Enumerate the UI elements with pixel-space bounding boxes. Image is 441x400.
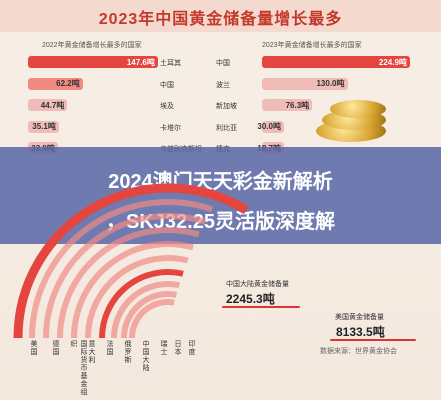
radial-category-1: 美国 — [30, 340, 37, 356]
right-bar-3: 76.3吨 — [262, 99, 313, 111]
right-bar-value-3: 76.3吨 — [285, 100, 310, 110]
left-bar-value-1: 147.6吨 — [126, 57, 155, 67]
radial-category-7: 中国大陆 — [142, 340, 149, 372]
radial-arc-1 — [13, 183, 249, 339]
right-category-2: 波兰 — [216, 81, 230, 89]
left-category-3: 埃及 — [160, 103, 174, 110]
radial-arc-5 — [71, 241, 194, 339]
right-category-4: 利比亚 — [216, 124, 237, 132]
right-bar-1: 224.9吨 — [262, 56, 410, 68]
radial-category-8: 瑞士 — [160, 340, 167, 356]
right-bar-4: 30.0吨 — [257, 120, 284, 133]
us-reserve-value: 8133.5吨 — [336, 325, 385, 339]
radial-category-2: 德国 — [52, 340, 59, 356]
title-band — [0, 0, 441, 32]
left-bar-value-3: 44.7吨 — [40, 100, 65, 110]
left-category-4: 卡塔尔 — [160, 124, 181, 132]
china-reserve-value: 2245.3吨 — [226, 292, 275, 306]
page-title: 2023年中国黄金储备量增长最多 — [98, 11, 343, 28]
data-source: 数据来源：世界黄金协会 — [320, 348, 397, 355]
right-bar-value-4: 30.0吨 — [257, 122, 281, 131]
china-reserve-underline — [222, 306, 300, 308]
right-chart-title: 2023年黄金储备增长最多的国家 — [262, 42, 362, 49]
radial-category-9: 日本 — [174, 340, 181, 356]
radial-arc-8 — [111, 281, 180, 339]
right-category-3: 新加坡 — [216, 103, 237, 110]
left-bar-1: 147.6吨 — [28, 56, 158, 68]
radial-arc-9 — [121, 291, 177, 339]
left-bar-3: 44.7吨 — [28, 99, 68, 111]
right-category-1: 中国 — [216, 60, 230, 67]
radial-arc-4 — [57, 227, 200, 339]
radial-category-6: 俄罗斯 — [124, 340, 131, 364]
us-reserve-label: 美国黄金储备量 — [335, 314, 384, 321]
radial-arc-10 — [129, 299, 175, 339]
left-chart-title: 2022年黄金储备增长最多的国家 — [42, 42, 142, 49]
left-bar-4: 35.1吨 — [28, 120, 59, 133]
left-bar-2: 62.2吨 — [28, 77, 83, 90]
us-reserve-underline — [330, 339, 416, 341]
radial-arc-3 — [43, 213, 207, 339]
radial-category-4: 意大利 — [88, 340, 95, 364]
right-bar-value-2: 130.0吨 — [316, 79, 345, 88]
radial-arc-6 — [85, 255, 189, 339]
radial-arc-7 — [99, 269, 184, 339]
radial-category-3: 国际货币基金组织 — [70, 340, 87, 396]
left-category-2: 中国 — [160, 81, 174, 89]
radial-category-10: 印度 — [188, 340, 195, 356]
left-category-1: 土耳其 — [160, 60, 181, 67]
left-bar-value-2: 62.2吨 — [56, 79, 80, 88]
left-bar-value-4: 35.1吨 — [32, 122, 56, 131]
radial-category-5: 法国 — [106, 340, 113, 356]
right-bar-value-1: 224.9吨 — [378, 57, 407, 67]
radial-arc-2 — [29, 199, 214, 339]
right-bar-2: 130.0吨 — [262, 77, 348, 90]
china-reserve-label: 中国大陆黄金储备量 — [226, 281, 289, 288]
